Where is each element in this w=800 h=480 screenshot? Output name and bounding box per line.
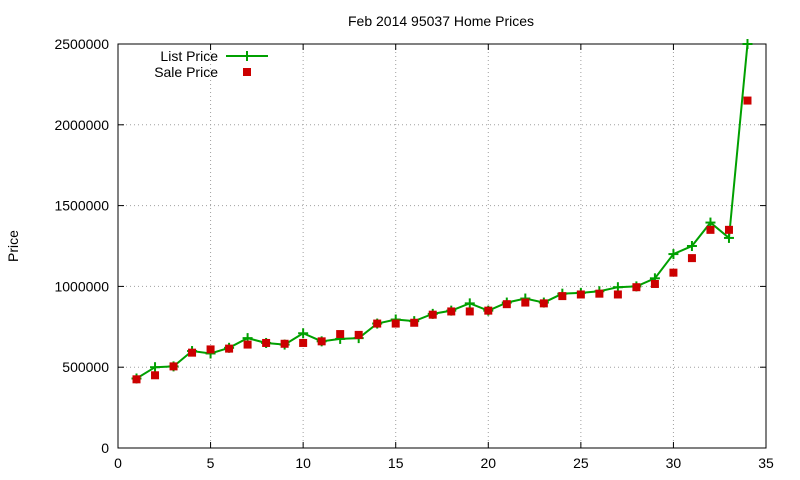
- sale-price-point: [669, 269, 677, 277]
- data-series: [132, 39, 753, 384]
- x-tick-label: 0: [114, 455, 122, 471]
- sale-price-point: [262, 339, 270, 347]
- grid-lines: [118, 44, 766, 448]
- legend-swatch-sale-price: [243, 68, 251, 76]
- y-tick-label: 1000000: [54, 278, 109, 294]
- sale-price-point: [373, 320, 381, 328]
- sale-price-point: [743, 97, 751, 105]
- sale-price-point: [651, 280, 659, 288]
- plot-frame: [118, 44, 766, 448]
- sale-price-point: [558, 292, 566, 300]
- sale-price-point: [577, 290, 585, 298]
- series-list-price: [132, 39, 753, 384]
- sale-price-point: [336, 330, 344, 338]
- list-price-point: [298, 328, 308, 338]
- y-axis-label: Price: [5, 230, 21, 262]
- list-price-point: [742, 39, 752, 49]
- y-tick-label: 0: [101, 440, 109, 456]
- sale-price-point: [392, 320, 400, 328]
- x-tick-label: 15: [388, 455, 404, 471]
- sale-price-point: [207, 345, 215, 353]
- list-price-point: [150, 362, 160, 372]
- sale-price-point: [244, 341, 252, 349]
- sale-price-point: [466, 307, 474, 315]
- legend-marker-sale-price: [243, 68, 251, 76]
- sale-price-point: [318, 337, 326, 345]
- sale-price-point: [614, 290, 622, 298]
- y-tick-label: 2000000: [54, 117, 109, 133]
- x-tick-label: 5: [207, 455, 215, 471]
- legend-label-sale-price: Sale Price: [154, 64, 218, 80]
- sale-price-point: [632, 283, 640, 291]
- sale-price-point: [225, 345, 233, 353]
- x-tick-label: 35: [758, 455, 774, 471]
- sale-price-point: [188, 349, 196, 357]
- x-tick-label: 10: [295, 455, 311, 471]
- legend-label-list-price: List Price: [160, 48, 218, 64]
- x-tick-label: 25: [573, 455, 589, 471]
- x-tick-label: 20: [480, 455, 496, 471]
- chart-title: Feb 2014 95037 Home Prices: [348, 13, 534, 29]
- sale-price-point: [355, 331, 363, 339]
- sale-price-point: [447, 307, 455, 315]
- series-sale-price: [133, 97, 752, 384]
- sale-price-point: [540, 299, 548, 307]
- y-tick-label: 500000: [62, 359, 109, 375]
- sale-price-point: [170, 362, 178, 370]
- y-tick-label: 1500000: [54, 198, 109, 214]
- legend: List Price Sale Price: [154, 48, 268, 80]
- sale-price-point: [484, 307, 492, 315]
- sale-price-point: [725, 226, 733, 234]
- y-tick-label: 2500000: [54, 36, 109, 52]
- list-price-line: [137, 44, 748, 379]
- sale-price-point: [503, 300, 511, 308]
- axis-ticks: 0 5 10 15 20 25 30 35 0 500000 1000000 1500000 20000…: [54, 36, 774, 471]
- sale-price-point: [151, 371, 159, 379]
- sale-price-point: [688, 254, 696, 262]
- sale-price-point: [281, 340, 289, 348]
- sale-price-point: [429, 311, 437, 319]
- sale-price-point: [410, 319, 418, 327]
- legend-marker-list-price: [242, 51, 252, 61]
- sale-price-point: [299, 339, 307, 347]
- list-price-point: [465, 298, 475, 308]
- sale-price-point: [595, 290, 603, 298]
- sale-price-point: [133, 375, 141, 383]
- x-tick-label: 30: [666, 455, 682, 471]
- legend-swatch-list-price: [226, 51, 268, 61]
- sale-price-point: [706, 226, 714, 234]
- sale-price-point: [521, 299, 529, 307]
